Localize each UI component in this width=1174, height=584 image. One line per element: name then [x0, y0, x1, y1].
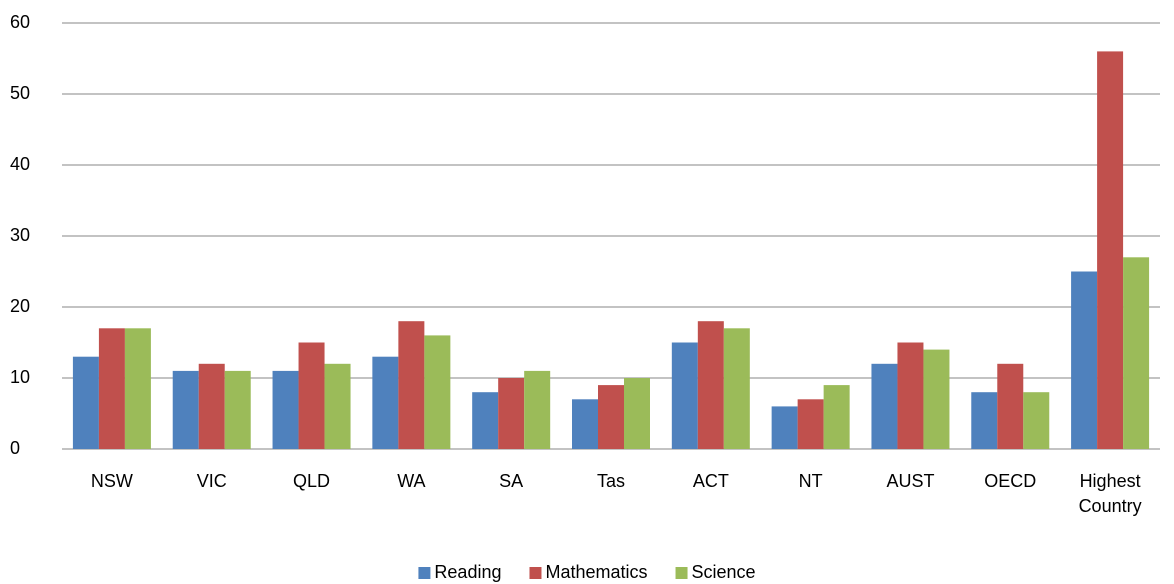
- bar: [723, 328, 750, 449]
- bar: [324, 363, 351, 449]
- bar: [424, 335, 451, 449]
- bar: [472, 392, 499, 449]
- bar: [224, 370, 251, 449]
- legend-label: Reading: [434, 562, 501, 582]
- bar: [624, 378, 650, 449]
- x-tick-label: VIC: [196, 471, 227, 491]
- x-tick-label: ACT: [692, 471, 729, 491]
- bar: [1071, 271, 1098, 449]
- x-tick-label: NSW: [90, 471, 133, 491]
- bar: [1123, 257, 1150, 449]
- x-tick-label: AUST: [886, 471, 935, 491]
- bar: [272, 370, 299, 449]
- y-tick-label: 30: [10, 225, 30, 245]
- bar: [398, 321, 425, 449]
- bar: [198, 363, 225, 449]
- bar: [871, 363, 898, 449]
- bar: [1023, 392, 1050, 449]
- legend-swatch: [418, 567, 431, 579]
- legend-label: Science: [692, 562, 756, 582]
- bar: [124, 328, 151, 449]
- legend-label: Mathematics: [545, 562, 647, 582]
- y-tick-label: 20: [10, 296, 30, 316]
- x-tick-label: NT: [798, 471, 823, 491]
- bar: [524, 370, 551, 449]
- x-tick-label: WA: [397, 471, 426, 491]
- bar: [797, 399, 824, 449]
- x-tick-label: QLD: [293, 471, 331, 491]
- bar: [498, 378, 525, 449]
- bar: [997, 363, 1024, 449]
- bar: [671, 342, 698, 449]
- bar: [897, 342, 924, 449]
- y-tick-label: 50: [10, 83, 30, 103]
- x-tick-label: Highest Country: [1078, 471, 1142, 516]
- y-tick-label: 40: [10, 154, 30, 174]
- y-tick-label: 60: [10, 12, 30, 32]
- bar: [172, 370, 199, 449]
- legend-swatch: [529, 567, 542, 579]
- x-tick-label: OECD: [984, 471, 1037, 491]
- bar: [98, 328, 125, 449]
- bar: [72, 356, 99, 449]
- bar: [971, 392, 998, 449]
- bar: [372, 356, 399, 449]
- bar: [298, 342, 325, 449]
- bar: [771, 406, 798, 449]
- bar: [697, 321, 724, 449]
- bar: [1097, 51, 1124, 450]
- bar: [598, 385, 624, 449]
- x-tick-label: Tas: [596, 471, 625, 491]
- y-tick-label: 0: [10, 438, 20, 458]
- legend-swatch: [675, 567, 688, 579]
- bar: [923, 349, 950, 449]
- bar: [823, 385, 850, 449]
- bar: [572, 399, 598, 449]
- x-tick-label: SA: [499, 471, 524, 491]
- y-tick-label: 10: [10, 367, 30, 387]
